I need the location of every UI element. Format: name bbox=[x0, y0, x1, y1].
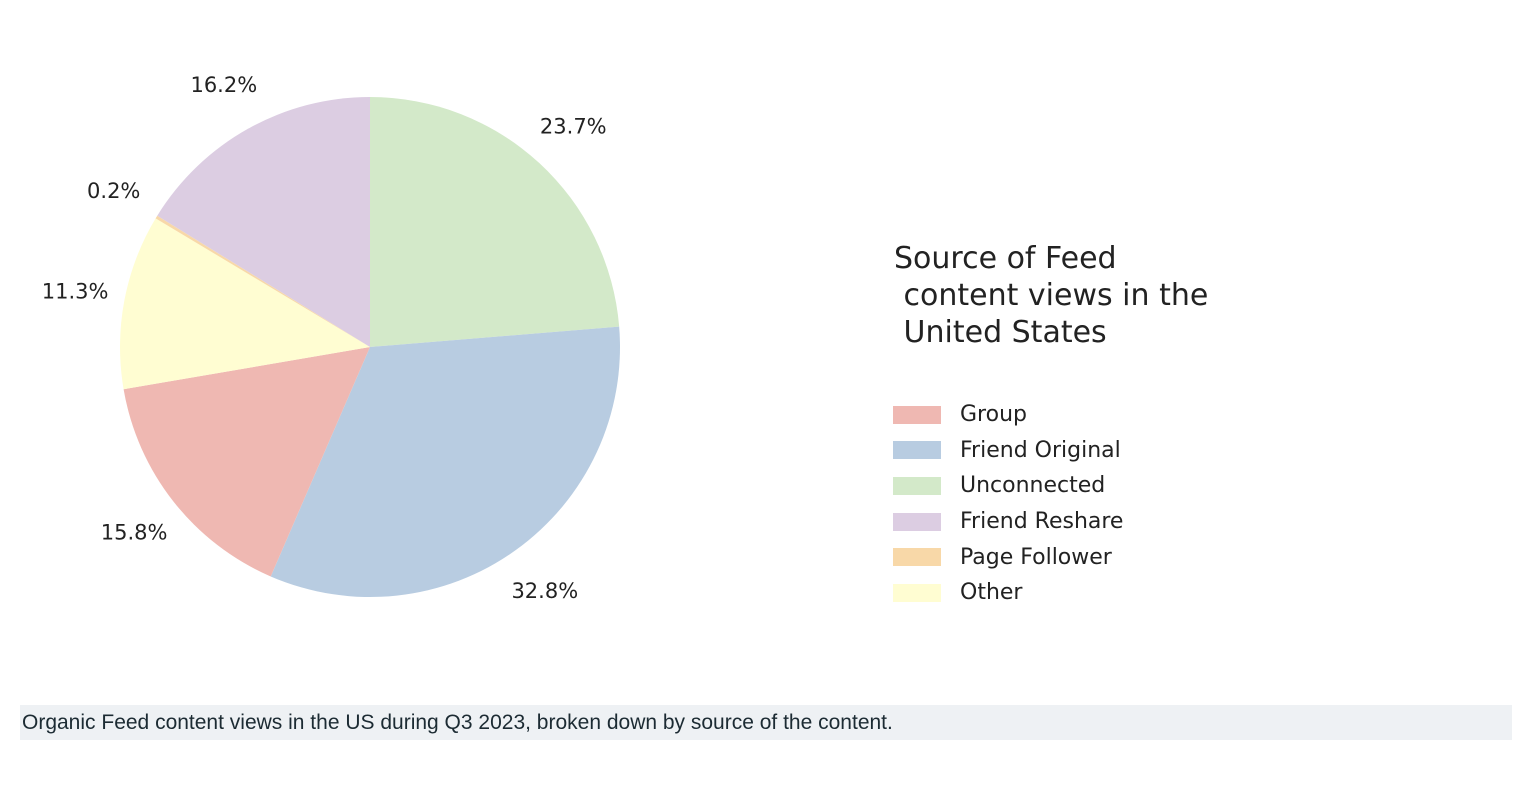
legend-label: Friend Reshare bbox=[960, 509, 1124, 535]
legend-item-page-follower: Page Follower bbox=[893, 539, 1123, 575]
legend-label: Other bbox=[960, 580, 1023, 606]
pie-slice-friend-reshare bbox=[157, 97, 370, 347]
legend-label: Group bbox=[960, 402, 1027, 428]
legend-swatch bbox=[893, 548, 941, 567]
pie-data-label: 0.2% bbox=[87, 179, 140, 203]
legend-swatch bbox=[893, 583, 941, 602]
legend-item-other: Other bbox=[893, 575, 1123, 611]
pie-data-label: 11.3% bbox=[42, 280, 109, 304]
legend-item-friend-reshare: Friend Reshare bbox=[893, 504, 1123, 540]
pie-slice-other bbox=[119, 218, 370, 390]
pie-slice-unconnected bbox=[370, 97, 620, 347]
legend-swatch bbox=[893, 476, 941, 495]
legend-label: Friend Original bbox=[960, 437, 1121, 463]
pie-data-label: 23.7% bbox=[540, 114, 607, 138]
legend-swatch bbox=[893, 441, 941, 460]
pie-data-label: 32.8% bbox=[511, 579, 578, 603]
legend: Group Friend Original Unconnected Friend… bbox=[893, 397, 1123, 611]
legend-label: Unconnected bbox=[960, 473, 1106, 499]
pie-slice-group bbox=[123, 347, 370, 577]
pie-slice-friend-original bbox=[270, 326, 621, 597]
legend-title: Source of Feed content views in the Unit… bbox=[894, 241, 1209, 350]
figure-caption: Organic Feed content views in the US dur… bbox=[20, 705, 1512, 740]
legend-swatch bbox=[893, 512, 941, 531]
legend-swatch bbox=[893, 405, 941, 424]
legend-label: Page Follower bbox=[960, 544, 1112, 570]
legend-item-unconnected: Unconnected bbox=[893, 468, 1123, 504]
pie-chart: 23.7% 32.8% 15.8% 11.3% 0.2% 16.2% bbox=[42, 73, 621, 603]
legend-item-friend-original: Friend Original bbox=[893, 433, 1123, 469]
legend-item-group: Group bbox=[893, 397, 1123, 433]
pie-data-label: 15.8% bbox=[101, 520, 168, 544]
pie-slice-page-follower bbox=[155, 215, 370, 347]
pie-data-label: 16.2% bbox=[190, 73, 257, 97]
